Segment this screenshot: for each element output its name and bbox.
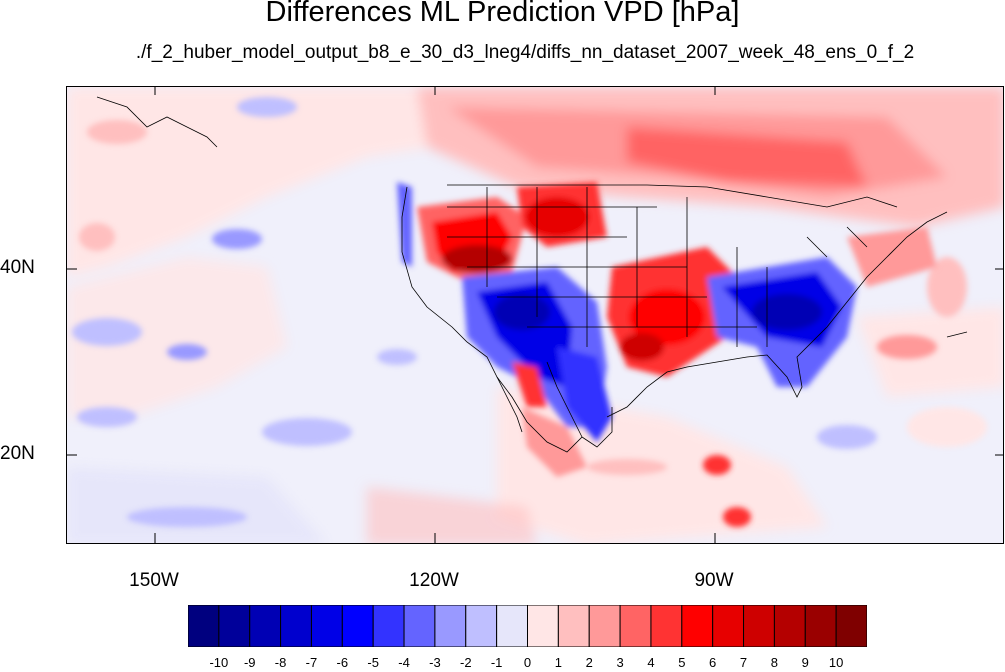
x-tick-label-120w: 120W	[409, 570, 459, 591]
scattered-patches	[72, 97, 987, 527]
plot-subtitle: ./f_2_huber_model_output_b8_e_30_d3_lneg…	[135, 42, 915, 63]
colorbar-swatch	[681, 605, 714, 647]
colorbar	[188, 605, 867, 647]
colorbar-tick-label: -6	[336, 655, 349, 670]
colorbar-tick-label: 4	[647, 655, 655, 670]
plot-title: Differences ML Prediction VPD [hPa]	[265, 0, 740, 28]
y-tick-label-20n: 20N	[0, 443, 35, 464]
colorbar-swatch	[372, 605, 405, 647]
colorbar-tick-label: -3	[429, 655, 441, 670]
colorbar-swatch	[465, 605, 498, 647]
colorbar-swatch	[527, 605, 559, 647]
colorbar-tick-label: 8	[770, 655, 779, 670]
colorbar-tick-label: -9	[243, 655, 256, 670]
coastlines	[96, 96, 968, 453]
colorbar-tick-label: -2	[459, 655, 472, 670]
colorbar-tick-label: 7	[739, 655, 748, 670]
colorbar-swatch	[835, 605, 867, 647]
map-panel	[66, 86, 1004, 544]
colorbar-tick-label: 9	[801, 655, 809, 670]
colorbar-swatch	[310, 605, 343, 647]
colorbar-swatch	[188, 605, 220, 647]
colorbar-swatch	[743, 605, 775, 647]
colorbar-swatch	[496, 605, 529, 647]
axis-ticks	[67, 87, 1003, 543]
land-anomalies	[397, 182, 937, 477]
colorbar-tick-label: 2	[585, 655, 593, 670]
x-tick-label-150w: 150W	[129, 570, 179, 591]
colorbar-swatch	[557, 605, 590, 647]
colorbar-swatch	[280, 605, 312, 647]
y-tick-label-40n: 40N	[0, 257, 35, 278]
colorbar-tick-label: 0	[523, 655, 532, 670]
colorbar-tick-label: 5	[678, 655, 686, 670]
colorbar-swatch	[650, 605, 683, 647]
colorbar-tick-label: -8	[274, 655, 287, 670]
colorbar-swatch	[403, 605, 436, 647]
colorbar-swatch	[588, 605, 621, 647]
difference-field-map	[67, 87, 1003, 543]
x-tick-label-90w: 90W	[694, 570, 734, 591]
colorbar-swatch	[341, 605, 374, 647]
colorbar-swatch	[712, 605, 745, 647]
colorbar-tick-label: 1	[554, 655, 562, 670]
colorbar-swatch	[619, 605, 652, 647]
colorbar-tick-label: 3	[616, 655, 624, 670]
colorbar-tick-label: -5	[367, 655, 379, 670]
colorbar-swatch	[804, 605, 837, 647]
colorbar-swatch	[218, 605, 251, 647]
colorbar-tick-label: -1	[490, 655, 503, 670]
colorbar-tick-label: 6	[709, 655, 717, 670]
colorbar-swatch	[249, 605, 282, 647]
colorbar-tick-label: -7	[305, 655, 318, 670]
colorbar-tick-label: -4	[398, 655, 410, 670]
colorbar-tick-label: 10	[828, 655, 844, 670]
colorbar-swatch	[773, 605, 806, 647]
colorbar-tick-label: -10	[209, 655, 229, 670]
colorbar-swatch	[434, 605, 467, 647]
